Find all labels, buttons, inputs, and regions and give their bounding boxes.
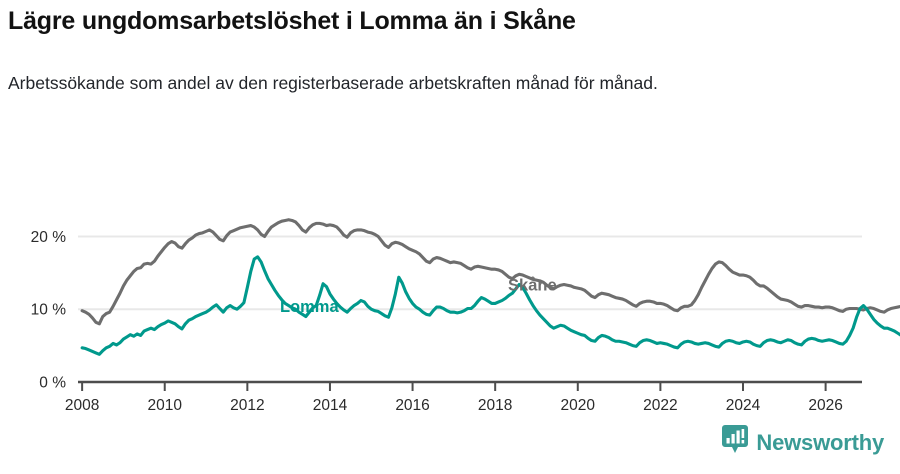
series-lines [80, 218, 900, 356]
series-label-skåne: Skåne [508, 276, 557, 294]
x-axis-tick-label: 2018 [478, 397, 512, 414]
y-axis-tick-label: 10 % [31, 302, 67, 319]
line-chart: 0 % 10 % 20 % 2008 2010 2012 2014 2016 2018 2020… [0, 160, 900, 420]
x-axis-tick-label: 2024 [726, 397, 761, 414]
series-line-skåne [80, 218, 900, 326]
x-axis [78, 380, 862, 391]
page-subtitle: Arbetssökande som andel av den registerb… [8, 73, 658, 93]
y-axis-tick-label: 0 % [39, 375, 66, 392]
y-axis-labels: 0 % 10 % 20 % [31, 229, 67, 392]
series-label-lomma: Lomma [280, 298, 340, 316]
page-title: Lägre ungdomsarbetslöshet i Lomma än i S… [8, 7, 576, 35]
series-annotations: Skåne9,5 %Lomma5,1 % [280, 276, 557, 316]
x-axis-tick-label: 2016 [395, 397, 429, 414]
x-axis-tick-label: 2020 [561, 397, 596, 414]
y-axis-tick-label: 20 % [31, 229, 67, 246]
x-axis-tick-label: 2008 [65, 397, 99, 414]
x-axis-tick-label: 2022 [643, 397, 677, 414]
x-axis-tick-label: 2026 [808, 397, 842, 414]
newsworthy-logo-icon [722, 425, 749, 460]
x-axis-tick-label: 2010 [147, 397, 182, 414]
newsworthy-logo-text: Newsworthy [756, 429, 884, 455]
newsworthy-logo[interactable]: Newsworthy [722, 425, 884, 460]
x-axis-tick-label: 2014 [313, 397, 348, 414]
x-axis-labels: 2008 2010 2012 2014 2016 2018 2020 2022 2024 2026 [65, 397, 843, 414]
series-line-lomma [80, 255, 900, 356]
gridlines [78, 235, 862, 311]
chart-svg: 0 % 10 % 20 % 2008 2010 2012 2014 2016 2018 2020… [31, 218, 900, 414]
x-axis-tick-label: 2012 [230, 397, 264, 414]
